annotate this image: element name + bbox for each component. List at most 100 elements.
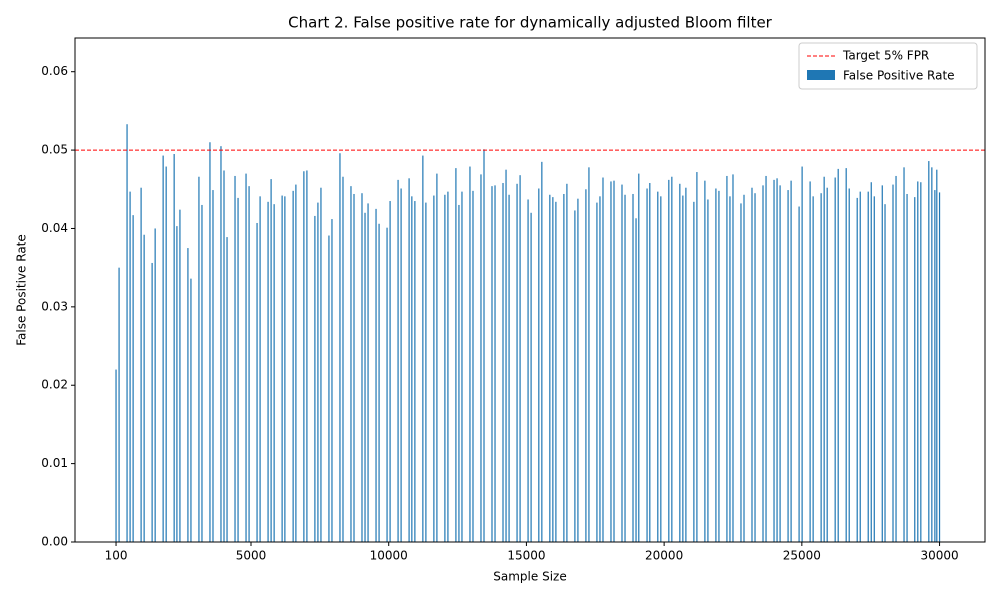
y-axis-label: False Positive Rate <box>15 234 29 346</box>
bar <box>729 196 731 542</box>
bar <box>646 188 648 542</box>
bar <box>162 155 164 543</box>
bar <box>624 194 626 542</box>
bar <box>621 184 623 542</box>
bar <box>895 175 897 542</box>
x-tick-label: 25000 <box>783 549 821 563</box>
bar <box>444 194 446 542</box>
bar <box>320 187 322 542</box>
bar <box>801 166 803 543</box>
bar <box>718 190 720 542</box>
bar <box>884 204 886 542</box>
bar <box>248 186 250 543</box>
bar <box>823 176 825 542</box>
bar <box>491 186 493 543</box>
bar <box>201 204 203 542</box>
bar <box>187 248 189 543</box>
bar <box>331 219 333 542</box>
bar <box>375 208 377 542</box>
bar <box>588 167 590 543</box>
bar <box>812 196 814 542</box>
legend-label: False Positive Rate <box>843 69 955 83</box>
bar <box>378 223 380 542</box>
bar <box>740 203 742 542</box>
bar <box>469 166 471 543</box>
bar <box>881 185 883 542</box>
bar <box>574 210 576 542</box>
plot-frame <box>74 37 986 543</box>
bar <box>212 190 214 543</box>
bar <box>936 169 938 542</box>
bar <box>914 197 916 542</box>
bar <box>154 228 156 543</box>
x-tick-label: 100 <box>105 549 128 563</box>
bar <box>273 204 275 542</box>
y-tick-label: 0.04 <box>41 221 68 235</box>
bar <box>892 184 894 542</box>
bar <box>408 178 410 543</box>
bar <box>461 191 463 542</box>
bar <box>173 154 175 542</box>
bar <box>353 193 355 543</box>
bar <box>455 168 457 542</box>
bar <box>552 197 554 542</box>
bar <box>541 161 543 542</box>
bar <box>776 178 778 543</box>
bar <box>226 237 228 543</box>
bar <box>538 188 540 542</box>
bar <box>245 173 247 542</box>
bar <box>934 190 936 543</box>
bar <box>920 182 922 543</box>
bar <box>433 195 435 542</box>
bar <box>447 191 449 542</box>
bar <box>837 168 839 542</box>
bar <box>765 175 767 542</box>
bar <box>679 183 681 542</box>
bar <box>364 212 366 542</box>
bar <box>671 176 673 542</box>
y-tick-label: 0.05 <box>41 143 68 157</box>
bar <box>367 203 369 542</box>
y-tick-label: 0.06 <box>41 64 68 78</box>
bar <box>350 186 352 543</box>
bar <box>527 199 529 542</box>
bar <box>704 180 706 542</box>
bar <box>502 183 504 542</box>
x-tick-label: 15000 <box>507 549 545 563</box>
bar <box>638 173 640 542</box>
bar <box>563 193 565 543</box>
bar <box>787 190 789 543</box>
bar <box>602 177 604 542</box>
bar <box>873 196 875 542</box>
bar <box>773 179 775 542</box>
chart-title: Chart 2. False positive rate for dynamic… <box>288 14 773 32</box>
bar <box>237 197 239 543</box>
bar <box>284 196 286 542</box>
bar <box>596 202 598 542</box>
bar <box>505 169 507 542</box>
bar <box>295 184 297 542</box>
bar <box>696 172 698 542</box>
bar <box>361 193 363 542</box>
bar <box>151 262 153 542</box>
bar <box>234 175 236 542</box>
bar <box>610 181 612 542</box>
bar <box>668 179 670 542</box>
bar <box>339 153 341 542</box>
bar <box>657 191 659 542</box>
bar <box>577 198 579 542</box>
bar <box>342 176 344 542</box>
bar <box>856 197 858 543</box>
bar <box>140 187 142 542</box>
bar <box>566 183 568 542</box>
bar <box>917 181 919 542</box>
bar <box>411 196 413 542</box>
bar <box>143 234 145 542</box>
bar <box>870 182 872 543</box>
bar <box>928 161 930 542</box>
bar <box>190 278 192 542</box>
bar <box>585 189 587 542</box>
bar <box>176 226 178 542</box>
bar <box>400 188 402 542</box>
bar <box>422 155 424 543</box>
